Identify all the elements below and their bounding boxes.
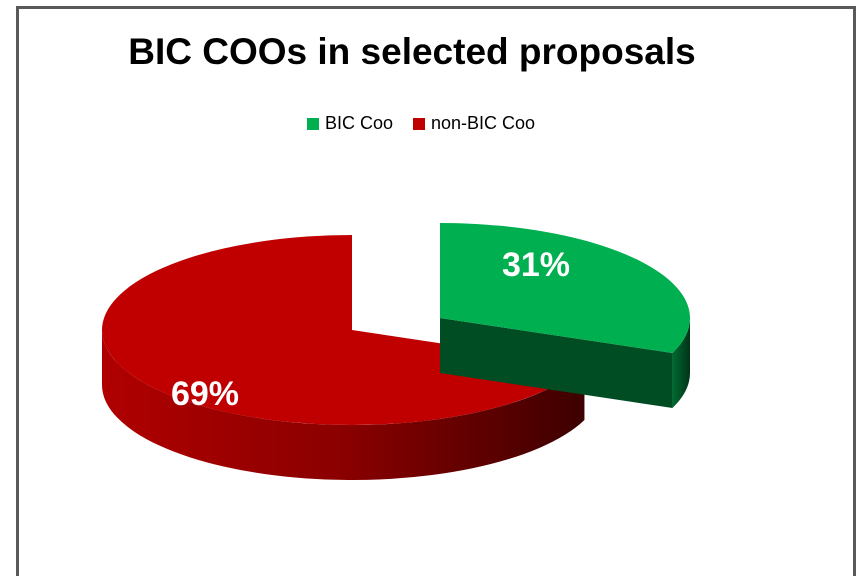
- legend-label-bic-coo: BIC Coo: [324, 113, 393, 133]
- chart-legend: BIC Coo non-BIC Coo: [19, 113, 853, 134]
- legend-item-non-bic-coo: non-BIC Coo: [412, 113, 536, 134]
- legend-swatch-bic-coo: [306, 117, 319, 130]
- slice-top-bic-coo: [440, 223, 690, 353]
- slice-cut-bic-coo: [440, 318, 673, 408]
- legend-label-non-bic-coo: non-BIC Coo: [430, 113, 536, 133]
- slice-side-non-bic-coo: [102, 330, 585, 481]
- slice-label-bic-coo: 31%: [502, 246, 570, 284]
- slice-side-bic-coo: [672, 318, 690, 408]
- slice-top-non-bic-coo: [102, 235, 585, 426]
- slice-label-non-bic-coo: 69%: [171, 375, 239, 413]
- legend-item-bic-coo: BIC Coo: [306, 113, 393, 134]
- chart-title: BIC COOs in selected proposals: [128, 31, 696, 72]
- legend-swatch-non-bic-coo: [412, 117, 425, 130]
